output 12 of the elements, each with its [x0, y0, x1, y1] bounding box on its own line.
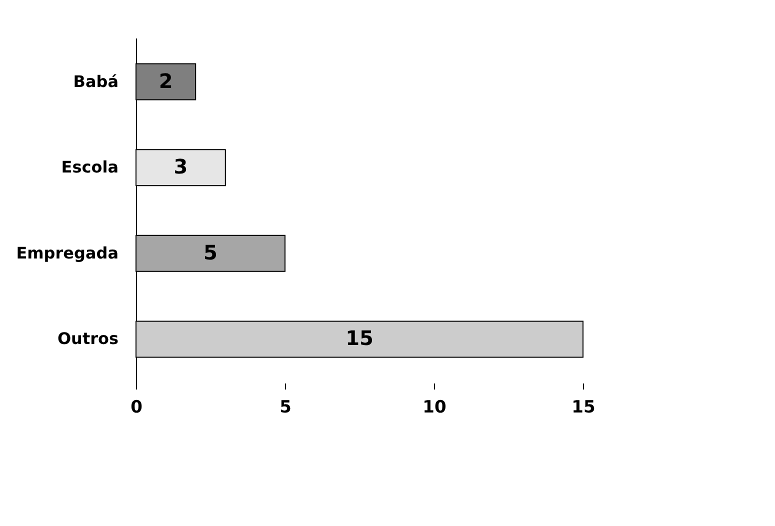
x-tick-label: 0 [130, 398, 143, 418]
data-label: 3 [174, 154, 188, 179]
y-tick-label: Escola [61, 158, 118, 177]
data-label: 2 [158, 68, 173, 93]
data-label: 15 [346, 326, 374, 350]
y-tick-label: Empregada [16, 243, 118, 262]
x-tick-label: 10 [422, 398, 446, 418]
x-tick-label: 15 [572, 398, 596, 418]
y-tick-label: Babá [73, 72, 118, 91]
x-tick-label: 5 [280, 398, 292, 418]
y-tick-label: Outros [57, 329, 118, 348]
data-label: 5 [204, 240, 218, 264]
